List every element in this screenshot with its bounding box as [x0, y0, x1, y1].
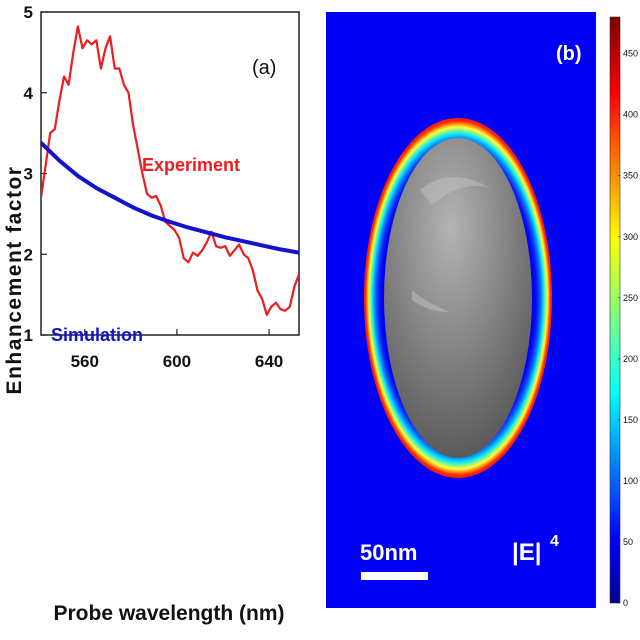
colorbar-tick-label: 300 — [623, 232, 638, 242]
sphere-highlight — [420, 176, 490, 205]
panel-b-label: (b) — [556, 43, 582, 65]
enhancement-chart: 1 2 3 4 5 560 600 640 (a) Experiment Simulatio… — [3, 3, 300, 625]
panel-a-label: (a) — [252, 57, 276, 79]
series-layer — [41, 25, 299, 316]
x-tick-label: 640 — [255, 352, 283, 371]
y-tick-label: 2 — [24, 245, 33, 264]
scale-bar — [361, 572, 428, 580]
scale-bar-label: 50nm — [360, 540, 417, 565]
colorbar-tick-label: 0 — [623, 598, 628, 608]
colorbar-tick-label: 150 — [623, 415, 638, 425]
y-axis-title: Enhancement factor — [3, 166, 26, 395]
y-tick-label: 3 — [24, 165, 33, 184]
colorbar: 0 50 100 150 200 250 300 350 400 450 — [609, 16, 638, 608]
simulation-label: Simulation — [51, 325, 143, 345]
y-tick-label: 5 — [24, 3, 33, 22]
sphere-reflection — [412, 290, 450, 312]
y-tick-label: 4 — [24, 84, 34, 103]
colorbar-gradient — [609, 16, 621, 604]
x-tick-label: 600 — [163, 352, 191, 371]
x-axis-title: Probe wavelength (nm) — [53, 602, 284, 625]
colorbar-tick-label: 200 — [623, 354, 638, 364]
y-axis-ticks: 1 2 3 4 5 — [24, 3, 47, 345]
colorbar-tick-label: 400 — [623, 110, 638, 120]
field-map-panel: (b) 50nm |E| 4 — [326, 12, 596, 608]
colorbar-ticks: 0 50 100 150 200 250 300 350 400 450 — [618, 49, 638, 608]
colorbar-tick-label: 350 — [623, 171, 638, 181]
colorbar-tick-label: 250 — [623, 293, 638, 303]
colorbar-tick-label: 50 — [623, 537, 633, 547]
colorbar-tick-label: 100 — [623, 476, 638, 486]
x-tick-label: 560 — [71, 352, 99, 371]
simulation-series-line — [41, 140, 299, 255]
field-exponent: 4 — [550, 533, 559, 550]
colorbar-tick-label: 450 — [623, 49, 638, 59]
x-axis-ticks: 560 600 640 — [71, 329, 283, 371]
nanoparticle-sphere — [384, 138, 532, 458]
field-label: |E| — [512, 539, 541, 566]
experiment-label: Experiment — [142, 155, 240, 175]
y-tick-label: 1 — [24, 326, 33, 345]
experiment-series-line — [41, 25, 299, 316]
